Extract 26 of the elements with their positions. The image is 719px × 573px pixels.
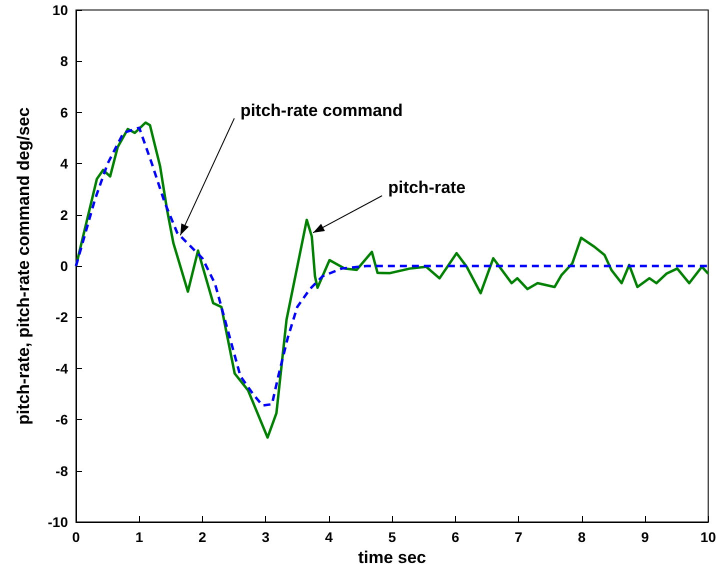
y-tick-label: -6 bbox=[56, 412, 68, 428]
x-tick-label: 1 bbox=[135, 529, 144, 545]
x-tick-label: 4 bbox=[324, 529, 333, 545]
y-tick-label: -8 bbox=[56, 462, 68, 479]
y-tick-label: 6 bbox=[60, 104, 68, 120]
x-tick-label: 3 bbox=[262, 529, 270, 545]
x-axis-title: time sec bbox=[358, 548, 426, 567]
x-tick-label: 0 bbox=[72, 529, 80, 545]
x-tick-label: 9 bbox=[641, 529, 650, 545]
y-tick-label: 0 bbox=[60, 258, 68, 274]
y-tick-label: 2 bbox=[60, 206, 68, 223]
annotation: pitch-rate command bbox=[240, 100, 403, 120]
y-axis-title: pitch-rate, pitch-rate command deg/sec bbox=[14, 107, 33, 425]
y-tick-label: -4 bbox=[56, 360, 68, 376]
x-tick-label: 8 bbox=[578, 529, 586, 545]
y-tick-label: 10 bbox=[52, 2, 68, 18]
x-tick-label: 5 bbox=[388, 529, 396, 545]
annotation: pitch-rate bbox=[388, 178, 466, 198]
x-tick-label: 10 bbox=[700, 529, 716, 545]
x-tick-label: 7 bbox=[514, 529, 523, 545]
y-tick-label: -10 bbox=[48, 514, 68, 530]
y-tick-label: -2 bbox=[56, 309, 68, 326]
x-tick-label: 2 bbox=[198, 529, 207, 545]
x-tick-label: 6 bbox=[451, 529, 460, 545]
y-tick-label: 8 bbox=[60, 53, 68, 70]
y-tick-label: 4 bbox=[60, 156, 68, 172]
